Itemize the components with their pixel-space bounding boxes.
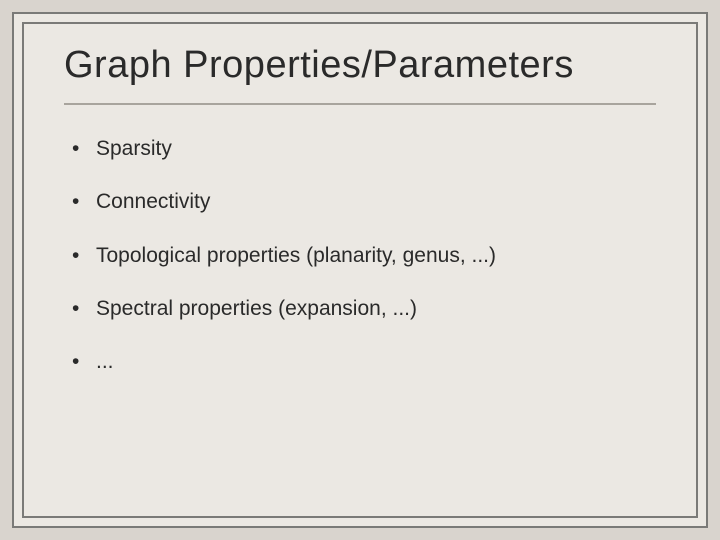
slide-title: Graph Properties/Parameters (64, 44, 656, 87)
list-item: Connectivity (72, 188, 656, 215)
list-item: ... (72, 348, 656, 375)
slide-inner-frame: Graph Properties/Parameters Sparsity Con… (22, 22, 698, 518)
list-item: Spectral properties (expansion, ...) (72, 295, 656, 322)
slide-outer-frame: Graph Properties/Parameters Sparsity Con… (12, 12, 708, 528)
list-item: Topological properties (planarity, genus… (72, 242, 656, 269)
title-divider (64, 103, 656, 105)
bullet-list: Sparsity Connectivity Topological proper… (64, 135, 656, 375)
list-item: Sparsity (72, 135, 656, 162)
